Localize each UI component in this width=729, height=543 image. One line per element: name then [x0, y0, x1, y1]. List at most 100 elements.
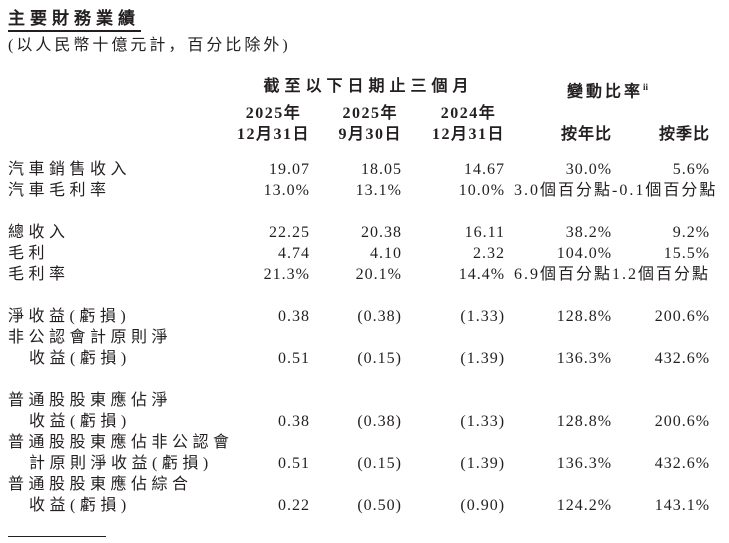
column-header-period-1: 2025年 12月31日: [232, 103, 310, 145]
table-row: 收益(虧損) 0.22 (0.50) (0.90) 124.2% 143.1%: [8, 495, 710, 516]
cell-value: (1.39): [460, 455, 506, 473]
cell-value: 38.2%: [565, 224, 613, 242]
cell-value: 1.2個百分點: [612, 266, 711, 284]
row-label: 普通股股東應佔淨: [8, 392, 173, 410]
row-label: 收益(虧損): [29, 413, 131, 431]
cell-value: 136.3%: [556, 455, 613, 473]
column-group-header-row: 截至以下日期止三個月 變動比率ii: [8, 76, 710, 103]
empty-corner-cell: [8, 76, 232, 103]
table-row: 汽車銷售收入 19.07 18.05 14.67 30.0% 5.6%: [8, 159, 710, 180]
cell-value: (0.38): [357, 308, 402, 326]
column-group-period: 截至以下日期止三個月: [263, 78, 474, 95]
column-header-yoy: 按年比: [561, 126, 613, 144]
cell-value: 20.1%: [355, 266, 402, 284]
cell-value: [505, 432, 612, 453]
row-label: 毛利: [8, 245, 50, 263]
cell-value: (0.15): [357, 455, 402, 473]
cell-value: (0.50): [357, 497, 402, 515]
cell-value: [505, 327, 612, 348]
cell-value: 136.3%: [556, 350, 613, 368]
table-body: 汽車銷售收入 19.07 18.05 14.67 30.0% 5.6% 汽車毛利率 13.0%…: [8, 159, 718, 516]
cell-value: [310, 474, 402, 495]
table-row: 收益(虧損) 0.38 (0.38) (1.33) 128.8% 200.6%: [8, 411, 710, 432]
cell-value: 13.0%: [263, 182, 310, 200]
cell-value: [402, 432, 505, 453]
cell-value: 0.22: [278, 497, 310, 515]
column-header-period-3: 2024年 12月31日: [402, 103, 505, 145]
table-row: 毛利率 21.3% 20.1% 14.4% 6.9個百分點 1.2個百分點: [8, 264, 710, 285]
table-row: 汽車毛利率 13.0% 13.1% 10.0% 3.0個百分點 -0.1個百分點: [8, 180, 718, 201]
cell-value: (0.90): [460, 497, 506, 515]
period-year: 2024年: [440, 105, 497, 123]
period-date: 12月31日: [236, 126, 310, 144]
column-group-change: 變動比率ii: [505, 76, 710, 103]
table-row: 收益(虧損) 0.51 (0.15) (1.39) 136.3% 432.6%: [8, 348, 710, 369]
row-label: 普通股股東應佔非公認會: [8, 434, 234, 452]
cell-value: 4.74: [278, 245, 310, 263]
footnote-separator-rule: [8, 536, 106, 537]
financial-results-table: 截至以下日期止三個月 變動比率ii 2025年 12月31日 2025年 9月3…: [8, 76, 718, 516]
row-label: 毛利率: [8, 266, 70, 284]
row-label: 汽車毛利率: [8, 182, 111, 200]
cell-value: 124.2%: [556, 497, 613, 515]
row-label: 計原則淨收益(虧損): [29, 455, 213, 473]
cell-value: 6.9個百分點: [514, 266, 613, 284]
column-header-row: 2025年 12月31日 2025年 9月30日 2024年 12月31日: [8, 103, 710, 145]
cell-value: 3.0個百分點: [514, 182, 613, 200]
spacer-cell: [8, 201, 710, 222]
cell-value: 16.11: [464, 224, 506, 242]
row-label: 汽車銷售收入: [8, 161, 132, 179]
cell-value: 9.2%: [672, 224, 711, 242]
cell-value: 2.32: [473, 245, 506, 263]
cell-value: [505, 390, 612, 411]
column-header-qoq: 按季比: [659, 126, 711, 144]
table-row: 計原則淨收益(虧損) 0.51 (0.15) (1.39) 136.3% 432.6%: [8, 453, 710, 474]
cell-value: [402, 327, 505, 348]
cell-value: [505, 474, 612, 495]
cell-value: [232, 432, 310, 453]
row-label: 普通股股東應佔綜合: [8, 476, 193, 494]
cell-value: 143.1%: [654, 497, 711, 515]
cell-value: 4.10: [370, 245, 402, 263]
cell-value: 21.3%: [263, 266, 310, 284]
cell-value: [232, 390, 310, 411]
spacer-cell: [8, 285, 710, 306]
period-year: 2025年: [342, 105, 398, 123]
cell-value: [310, 327, 402, 348]
cell-value: 128.8%: [556, 413, 613, 431]
cell-value: 18.05: [361, 161, 402, 179]
row-label: 收益(虧損): [29, 350, 131, 368]
cell-value: [232, 474, 310, 495]
table-row: 淨收益(虧損) 0.38 (0.38) (1.33) 128.8% 200.6%: [8, 306, 710, 327]
row-label: 非公認會計原則淨: [8, 329, 173, 347]
cell-value: 0.51: [278, 455, 310, 473]
spacer-cell: [8, 369, 710, 390]
cell-value: 20.38: [361, 224, 402, 242]
page-title: 主要財務業績: [8, 4, 141, 32]
cell-value: [310, 390, 402, 411]
cell-value: 14.4%: [458, 266, 506, 284]
spacer-row: [8, 369, 710, 390]
cell-value: 0.38: [278, 308, 310, 326]
cell-value: [402, 474, 505, 495]
spacer-row: [8, 285, 710, 306]
row-label: 淨收益(虧損): [8, 308, 131, 326]
cell-value: [612, 474, 710, 495]
cell-value: 0.51: [278, 350, 310, 368]
cell-value: (0.38): [357, 413, 402, 431]
cell-value: [612, 327, 710, 348]
cell-value: 104.0%: [556, 245, 613, 263]
cell-value: 200.6%: [654, 308, 711, 326]
cell-value: -0.1個百分點: [612, 182, 718, 200]
cell-value: [612, 432, 710, 453]
cell-value: (1.39): [460, 350, 506, 368]
table-row: 非公認會計原則淨: [8, 327, 710, 348]
cell-value: 432.6%: [654, 350, 711, 368]
cell-value: 30.0%: [565, 161, 613, 179]
cell-value: 128.8%: [556, 308, 613, 326]
table-row: 普通股股東應佔非公認會: [8, 432, 710, 453]
cell-value: 5.6%: [672, 161, 711, 179]
cell-value: (1.33): [460, 413, 506, 431]
cell-value: 10.0%: [458, 182, 506, 200]
